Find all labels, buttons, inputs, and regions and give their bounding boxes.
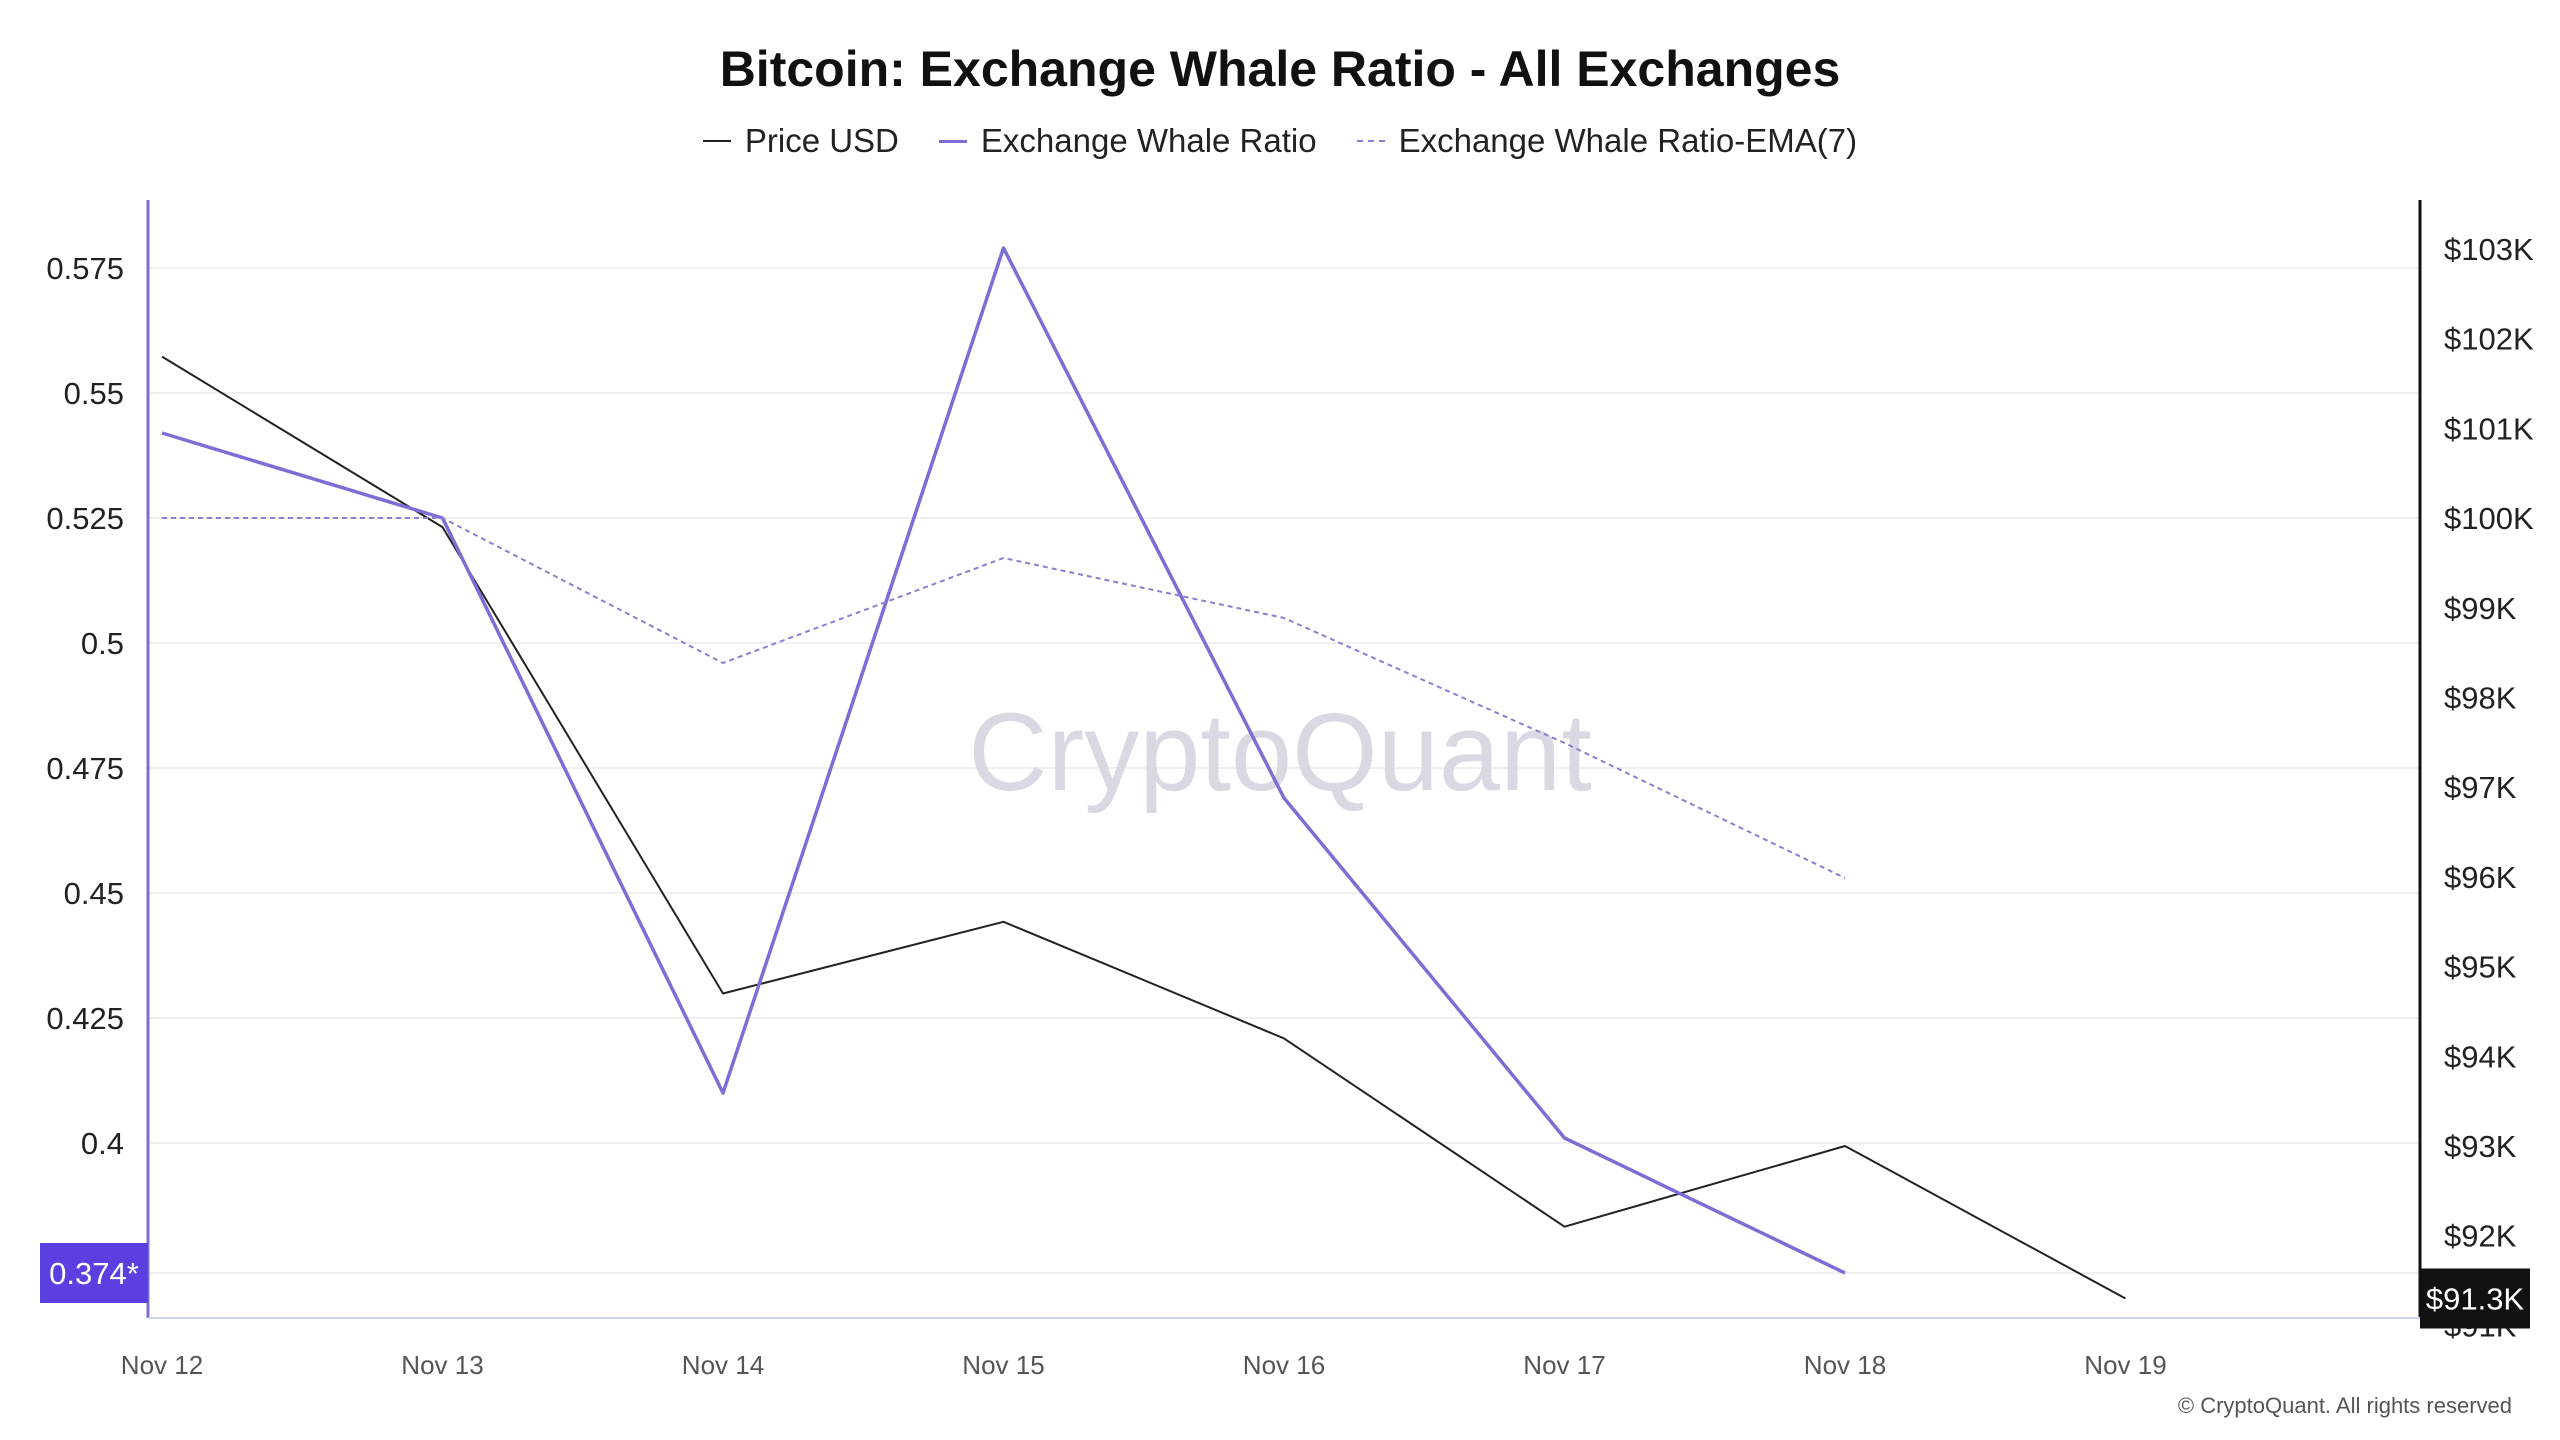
x-tick-label: Nov 14 <box>682 1350 764 1380</box>
series-line-price <box>161 355 2126 1300</box>
x-tick-label: Nov 18 <box>1804 1350 1886 1380</box>
legend-swatch-ema <box>1356 140 1385 142</box>
legend-label-ratio: Exchange Whale Ratio <box>980 122 1317 159</box>
right-tick-label: $100K <box>2444 501 2534 536</box>
right-tick-label: $92K <box>2444 1219 2517 1254</box>
x-tick-label: Nov 17 <box>1523 1350 1605 1380</box>
right-tick-label: $97K <box>2444 770 2517 805</box>
right-tick-label: $95K <box>2444 950 2517 985</box>
left-tick-label: 0.4 <box>81 1126 124 1161</box>
x-tick-label: Nov 19 <box>2084 1350 2166 1380</box>
right-value-badge <box>2420 1268 2530 1329</box>
series-line-ema <box>162 517 1846 879</box>
right-tick-label: $102K <box>2444 322 2534 357</box>
left-tick-label: 0.525 <box>46 501 124 536</box>
left-tick-label: 0.425 <box>46 1001 124 1036</box>
left-tick-label: 0.45 <box>64 876 124 911</box>
right-tick-label: $94K <box>2444 1039 2517 1074</box>
right-tick-label: $96K <box>2444 860 2517 895</box>
right-tick-label: $99K <box>2444 591 2517 626</box>
chart-title: Bitcoin: Exchange Whale Ratio - All Exch… <box>719 41 1841 97</box>
legend-item-price[interactable]: Price USD <box>702 122 899 160</box>
legend-label-ema: Exchange Whale Ratio-EMA(7) <box>1398 122 1858 159</box>
right-tick-label: $93K <box>2444 1129 2517 1164</box>
legend: Price USD Exchange Whale Ratio Exchange … <box>0 122 2560 160</box>
legend-item-ema[interactable]: Exchange Whale Ratio-EMA(7) <box>1356 122 1858 160</box>
left-tick-label: 0.575 <box>46 251 124 286</box>
legend-item-ratio[interactable]: Exchange Whale Ratio <box>938 122 1317 160</box>
x-tick-label: Nov 12 <box>121 1350 203 1380</box>
watermark: CryptoQuant <box>968 691 1592 814</box>
left-tick-label: 0.475 <box>46 751 124 786</box>
x-tick-label: Nov 13 <box>401 1350 483 1380</box>
x-tick-label: Nov 15 <box>962 1350 1044 1380</box>
legend-swatch-ratio <box>938 139 967 143</box>
left-value-badge <box>40 1243 148 1303</box>
left-tick-label: 0.5 <box>81 626 124 661</box>
legend-label-price: Price USD <box>744 122 899 159</box>
right-value-badge-label: $91.3K <box>2426 1281 2525 1316</box>
right-tick-label: $103K <box>2444 232 2534 267</box>
legend-swatch-price <box>702 140 731 142</box>
x-tick-label: Nov 16 <box>1243 1350 1325 1380</box>
copyright-notice: © CryptoQuant. All rights reserved <box>2177 1393 2512 1418</box>
left-value-badge-label: 0.374* <box>49 1256 139 1291</box>
right-tick-label: $98K <box>2444 681 2517 716</box>
left-tick-label: 0.55 <box>64 376 124 411</box>
right-tick-label: $101K <box>2444 411 2534 446</box>
